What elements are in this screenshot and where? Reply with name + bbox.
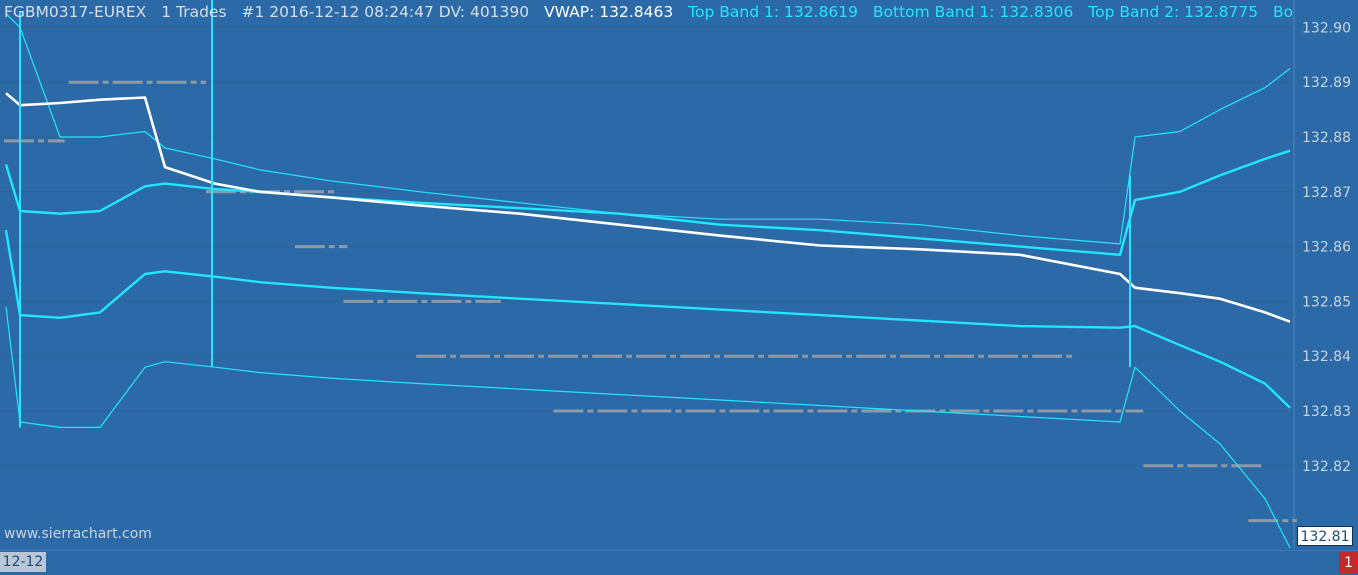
y-tick-label: 132.86 — [1302, 240, 1351, 256]
watermark: www.sierrachart.com — [4, 526, 152, 542]
bottom-band-1-line — [4, 230, 1291, 409]
trades-label: 1 Trades — [161, 3, 227, 21]
top-band-1-label: Top Band 1: 132.8619 — [688, 3, 858, 21]
top-band-2-line — [5, 13, 1291, 245]
y-tick-label: 132.89 — [1302, 75, 1351, 91]
vwap-line — [5, 92, 1291, 323]
y-tick-label: 132.83 — [1302, 404, 1351, 420]
y-tick-label: 132.82 — [1302, 459, 1351, 475]
bar-info-label: #1 2016-12-12 08:24:47 DV: 401390 — [241, 3, 530, 21]
y-tick-label: 132.84 — [1302, 349, 1351, 365]
time-axis[interactable] — [0, 550, 1358, 575]
current-price-tag: 132.81 — [1297, 526, 1353, 546]
chart-header: FGBM0317-EUREX 1 Trades #1 2016-12-12 08… — [4, 2, 1294, 22]
y-tick-label: 132.87 — [1302, 185, 1351, 201]
bottom-band-2-line — [5, 306, 1291, 549]
date-tag: 12-12 — [0, 552, 46, 572]
bottom-band-2-label: Bottom Band 2 — [1273, 3, 1294, 21]
top-band-1-line — [4, 149, 1291, 257]
y-tick-label: 132.90 — [1302, 20, 1351, 36]
top-band-2-label: Top Band 2: 132.8775 — [1088, 3, 1259, 21]
bottom-band-1-label: Bottom Band 1: 132.8306 — [872, 3, 1074, 21]
vwap-label: VWAP: 132.8463 — [544, 3, 674, 21]
end-marker-tag[interactable]: 1 — [1339, 552, 1358, 574]
y-tick-label: 132.85 — [1302, 294, 1351, 310]
y-tick-label: 132.88 — [1302, 130, 1351, 146]
symbol-label: FGBM0317-EUREX — [4, 3, 147, 21]
